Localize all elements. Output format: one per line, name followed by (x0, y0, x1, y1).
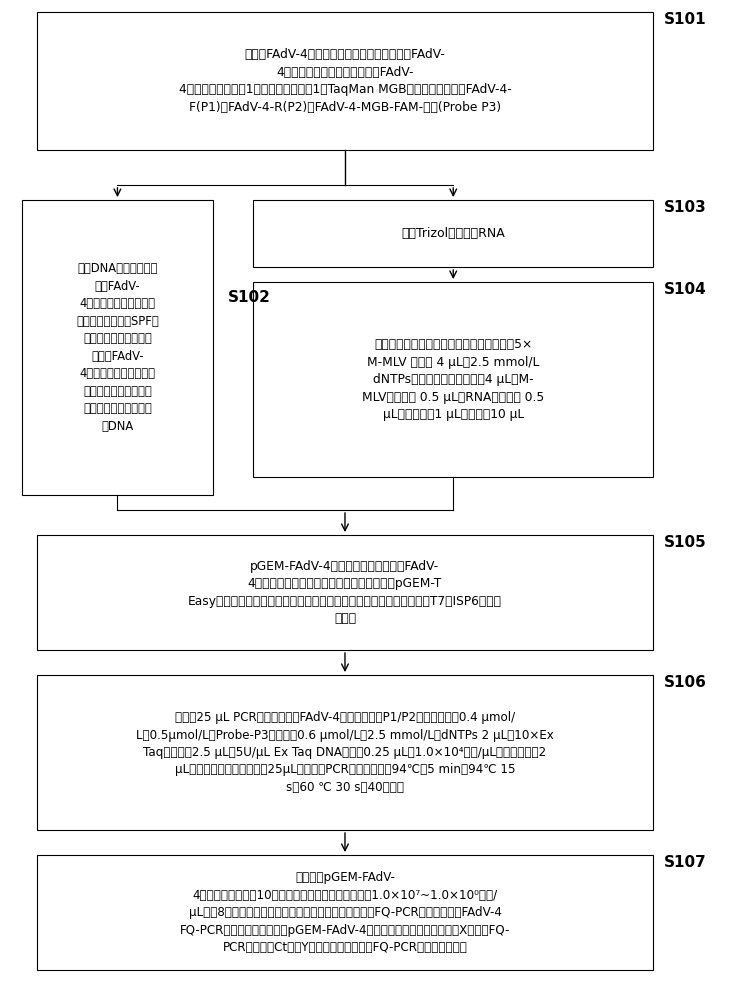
Text: S106: S106 (664, 675, 707, 690)
Text: S102: S102 (228, 290, 270, 305)
Text: 反转录，每管反转录反应体系含如下成份：5×
M-MLV 缓冲液 4 μL；2.5 mmol/L
dNTPs（三磷酸脱氧核苷酸）4 μL；M-
MLV反转录酶 0: 反转录，每管反转录反应体系含如下成份：5× M-MLV 缓冲液 4 μL；2.5… (362, 338, 545, 421)
Text: S105: S105 (664, 535, 707, 550)
Text: S107: S107 (664, 855, 707, 870)
Text: 优化的25 μL PCR反应体系中，FAdV-4上、下游引物P1/P2终浓度分别为0.4 μmol/
L、0.5μmol/L，Probe-P3终浓度为0.6 μ: 优化的25 μL PCR反应体系中，FAdV-4上、下游引物P1/P2终浓度分别… (136, 711, 554, 794)
Bar (37, 535, 653, 650)
Bar (253, 200, 653, 267)
Bar (37, 12, 653, 150)
Text: 筛选出FAdV-4六邻体蛋白基因高度保守且具有FAdV-
4型特异性基因序列，设计检测FAdV-
4六邻体蛋白基因的1对特异性引物对和1个TaqMan MGB探: 筛选出FAdV-4六邻体蛋白基因高度保守且具有FAdV- 4型特异性基因序列，设… (178, 48, 512, 114)
Bar (253, 282, 653, 477)
Bar (37, 855, 653, 970)
Text: S104: S104 (664, 282, 707, 297)
Text: 模板DNA的制备：以灭
活的FAdV-
4鸡胚绒毛尿囊膜病毒为
阳性对照，以正常SPF鸡
胚尿囊膜为阴性对照，
与含有FAdV-
4的拭子、气管、心脏、
肝脏、: 模板DNA的制备：以灭 活的FAdV- 4鸡胚绒毛尿囊膜病毒为 阳性对照，以正常… (76, 262, 159, 433)
Text: pGEM-FAdV-4标准品的制备，将含有FAdV-
4六邻体蛋白基因的阳性扩增产物分别克隆入pGEM-T
Easy载体中，筛选阳性重组质粒送宝生物工程（大连）: pGEM-FAdV-4标准品的制备，将含有FAdV- 4六邻体蛋白基因的阳性扩增… (188, 560, 502, 625)
Bar (22, 200, 213, 495)
Bar (37, 675, 653, 830)
Text: S101: S101 (664, 12, 707, 27)
Text: S103: S103 (664, 200, 707, 215)
Text: 将获得的pGEM-FAdV-
4阳性重组质粒进行10倍系列稀释，质粒终浓度调整为1.0×10⁷~1.0×10⁰拷贝/
μL，共8个稀释度，以灭菌双蒸水为阴性对照: 将获得的pGEM-FAdV- 4阳性重组质粒进行10倍系列稀释，质粒终浓度调整为… (180, 871, 510, 954)
Text: 采用Trizol法提取总RNA: 采用Trizol法提取总RNA (401, 227, 505, 240)
